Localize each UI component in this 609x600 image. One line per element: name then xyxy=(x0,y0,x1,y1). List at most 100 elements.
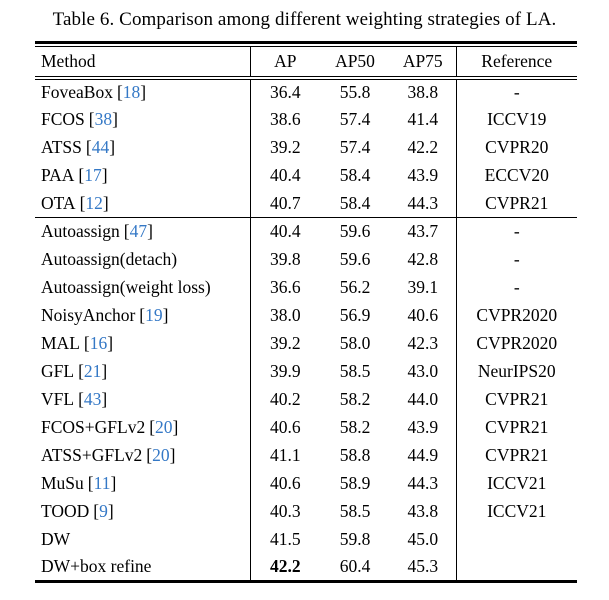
ap50-cell: 59.6 xyxy=(339,221,371,242)
header-ap75: AP75 xyxy=(390,46,456,80)
table-row: FCOS+GFLv2 [20] 40.6 58.2 43.9 CVPR21 xyxy=(35,413,577,442)
table-row: Autoassign [47] 40.4 59.6 43.7 - xyxy=(35,217,577,246)
bracket: [ xyxy=(87,473,94,493)
bracket: ] xyxy=(107,333,114,353)
ap-cell: 38.0 xyxy=(249,301,320,330)
ap75-cell: 39.1 xyxy=(407,277,439,297)
citation: [20] xyxy=(149,417,178,437)
bracket: [ xyxy=(139,305,146,325)
bracket: [ xyxy=(116,82,123,102)
ap50-cell: 58.0 xyxy=(339,333,371,353)
method-cell: NoisyAnchor [19] xyxy=(35,302,250,330)
ap50-cell: 58.2 xyxy=(339,389,371,409)
table-row: MuSu [11] 40.6 58.9 44.3 ICCV21 xyxy=(35,469,577,498)
header-method: Method xyxy=(35,46,250,80)
citation-link[interactable]: 16 xyxy=(89,333,108,353)
ap-cell: 36.6 xyxy=(249,273,320,302)
ap-cell: 41.5 xyxy=(249,525,320,554)
bracket: ] xyxy=(110,473,117,493)
header-row: Method AP AP50 AP75 Reference xyxy=(35,46,577,80)
bracket: [ xyxy=(78,361,84,381)
ap-cell: 39.2 xyxy=(249,329,320,358)
citation-link[interactable]: 44 xyxy=(91,137,110,157)
ap50-cell: 58.4 xyxy=(320,189,390,218)
citation-link[interactable]: 18 xyxy=(122,82,141,102)
method-cell: FoveaBox [18] xyxy=(35,78,250,106)
ap75-cell: 43.9 xyxy=(407,165,439,185)
bracket: [ xyxy=(88,109,95,129)
reference-cell: NeurIPS20 xyxy=(455,357,577,386)
method-label: FCOS+GFLv2 xyxy=(41,417,146,437)
method-label: FoveaBox xyxy=(41,82,113,102)
citation-link[interactable]: 21 xyxy=(83,361,102,381)
bracket: [ xyxy=(146,445,153,465)
method-cell: MAL [16] xyxy=(35,330,250,358)
ap-cell: 36.4 xyxy=(249,77,320,106)
ap75-cell: 45.0 xyxy=(407,529,439,549)
ap-cell: 40.7 xyxy=(249,189,320,218)
citation-link[interactable]: 47 xyxy=(129,221,148,242)
citation-link[interactable]: 20 xyxy=(152,445,170,465)
citation-link[interactable]: 11 xyxy=(93,473,111,493)
reference-cell: CVPR21 xyxy=(455,413,577,442)
bracket: ] xyxy=(162,305,169,325)
reference-cell: - xyxy=(455,273,577,302)
table-caption: Table 6. Comparison among different weig… xyxy=(52,9,557,30)
ap50-cell: 59.8 xyxy=(339,529,371,549)
reference-cell: ICCV19 xyxy=(455,105,577,134)
method-label: ATSS+GFLv2 xyxy=(41,445,143,465)
method-cell: Autoassign [47] xyxy=(35,218,250,246)
method-label: NoisyAnchor xyxy=(41,305,136,325)
reference-cell: CVPR21 xyxy=(455,385,577,414)
table-row: ATSS [44] 39.2 57.4 42.2 CVPR20 xyxy=(35,133,577,162)
ap50-cell: 57.4 xyxy=(339,109,371,129)
citation: [43] xyxy=(78,389,107,409)
ap-cell: 40.2 xyxy=(249,385,320,414)
bracket: [ xyxy=(83,333,90,353)
method-cell: ATSS+GFLv2 [20] xyxy=(35,442,250,470)
reference-cell: CVPR2020 xyxy=(455,329,577,358)
ap75-cell: 43.8 xyxy=(407,501,439,521)
citation: [12] xyxy=(80,193,109,213)
method-label: Autoassign(detach) xyxy=(41,249,178,269)
ap50-cell: 58.8 xyxy=(339,445,371,465)
bracket: ] xyxy=(140,82,147,102)
ap-cell: 38.6 xyxy=(249,105,320,134)
method-cell: OTA [12] xyxy=(35,189,250,218)
table-row: PAA [17] 40.4 58.4 43.9 ECCV20 xyxy=(35,161,577,190)
table-row: TOOD [9] 40.3 58.5 43.8 ICCV21 xyxy=(35,497,577,526)
citation-link[interactable]: 38 xyxy=(94,109,113,129)
ap75-cell: 42.3 xyxy=(407,333,439,353)
ap75-cell: 44.0 xyxy=(407,389,439,409)
citation: [44] xyxy=(86,137,115,157)
citation-link[interactable]: 17 xyxy=(84,165,102,185)
bracket: [ xyxy=(123,221,130,242)
ap75-cell: 38.8 xyxy=(407,82,439,102)
citation-link[interactable]: 20 xyxy=(155,417,173,437)
ap75-cell: 42.2 xyxy=(407,137,439,157)
ap-cell: 41.1 xyxy=(249,441,320,470)
citation-link[interactable]: 43 xyxy=(83,389,102,409)
ap75-cell: 44.3 xyxy=(407,473,439,493)
citation-link[interactable]: 9 xyxy=(99,501,108,521)
ap75-cell: 43.7 xyxy=(407,221,439,242)
citation-link[interactable]: 19 xyxy=(145,305,163,325)
ap50-cell: 58.4 xyxy=(339,165,371,185)
citation-link[interactable]: 12 xyxy=(85,192,103,213)
citation: [38] xyxy=(89,109,118,129)
citation: [21] xyxy=(78,361,107,381)
bracket: [ xyxy=(78,165,85,185)
bracket: ] xyxy=(101,165,108,185)
method-cell: DW[] xyxy=(35,526,250,554)
bracket: ] xyxy=(169,445,176,465)
method-label: GFL xyxy=(41,361,75,381)
ap75-cell: 45.3 xyxy=(407,556,439,577)
table-row: MAL [16] 39.2 58.0 42.3 CVPR2020 xyxy=(35,329,577,358)
reference-cell: CVPR2020 xyxy=(455,301,577,330)
ap50-cell: 56.2 xyxy=(339,277,371,297)
method-label: FCOS xyxy=(41,109,85,129)
method-cell: MuSu [11] xyxy=(35,470,250,498)
ap75-cell: 44.9 xyxy=(407,445,439,465)
method-label: MAL xyxy=(41,333,80,353)
ap50-cell: 59.6 xyxy=(339,249,371,269)
